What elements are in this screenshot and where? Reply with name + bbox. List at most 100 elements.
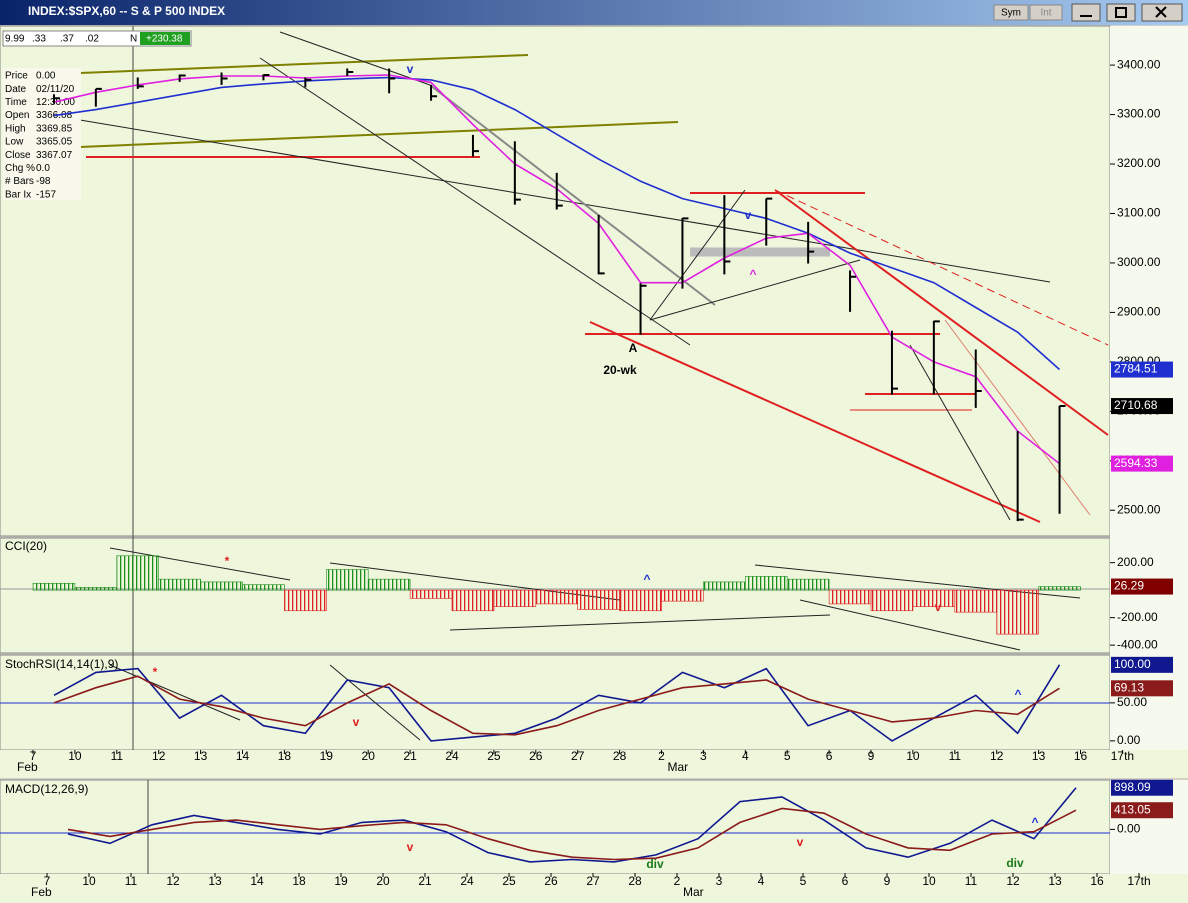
panel-title: StochRSI(14,14(1),9) xyxy=(5,657,118,671)
annotation: div xyxy=(646,857,664,871)
x-tick-label: 13 xyxy=(208,874,222,888)
info-label: Chg % xyxy=(5,163,35,174)
ohlc-bar xyxy=(262,73,270,81)
x-tick-label: 4 xyxy=(758,874,765,888)
value-tag xyxy=(1111,455,1173,472)
x-tick-label: 16 xyxy=(1090,874,1104,888)
y-tick-label: 0.00 xyxy=(1117,822,1141,836)
annotation: A xyxy=(629,341,638,355)
info-value: 0.00 xyxy=(36,71,56,82)
x-tick-label: 25 xyxy=(487,749,501,763)
maximize-button[interactable] xyxy=(1106,3,1136,22)
x-tick-label: 10 xyxy=(68,749,82,763)
annotation: 20-wk xyxy=(603,363,637,377)
value-tag xyxy=(1111,361,1173,378)
x-tick-label: 16 xyxy=(1074,749,1088,763)
x-tick-label: 7 xyxy=(30,749,37,763)
quote-value: +230.38 xyxy=(146,34,183,45)
quote-value: 9.99 xyxy=(5,34,25,45)
x-tick-label: 12 xyxy=(1006,874,1020,888)
series-line xyxy=(53,664,1061,742)
x-axis-area xyxy=(0,874,1188,903)
annotation: div xyxy=(1006,856,1024,870)
x-tick-label: 26 xyxy=(544,874,558,888)
value-tag-label: 2594.33 xyxy=(1114,456,1158,470)
bar xyxy=(409,589,453,599)
value-tag-label: 898.09 xyxy=(1114,780,1151,794)
value-tag-label: 26.29 xyxy=(1114,579,1144,593)
value-tag xyxy=(1111,680,1173,697)
y-tick-label: 3100.00 xyxy=(1117,206,1161,220)
value-tag-label: 69.13 xyxy=(1114,680,1144,694)
info-label: High xyxy=(5,123,26,134)
x-tick-label: 10 xyxy=(922,874,936,888)
month-label: Mar xyxy=(683,885,704,899)
x-tick-label: 14 xyxy=(236,749,250,763)
series-line xyxy=(67,807,1077,861)
bar xyxy=(744,576,788,591)
annotation: ^ xyxy=(643,572,650,586)
annotation: v xyxy=(745,208,752,222)
panel-title: MACD(12,26,9) xyxy=(5,782,88,796)
x-tick-label: 12 xyxy=(152,749,166,763)
info-value: 3367.07 xyxy=(36,150,73,161)
ohlc-bar xyxy=(513,141,521,205)
bar xyxy=(619,589,662,612)
x-tick-label: 12 xyxy=(990,749,1004,763)
ohlc-bar xyxy=(1058,405,1066,514)
bar xyxy=(74,587,118,591)
info-value: 3365.05 xyxy=(36,137,73,148)
info-value: -98 xyxy=(36,176,51,187)
y-tick-label: -200.00 xyxy=(1117,610,1158,624)
x-tick-label: 9 xyxy=(868,749,875,763)
quote-value: .33 xyxy=(32,34,46,45)
ohlc-bar xyxy=(136,77,144,89)
ohlc-bar xyxy=(388,68,396,94)
info-value: 3369.85 xyxy=(36,123,73,134)
series-line xyxy=(53,675,1060,736)
y-tick-label: 3400.00 xyxy=(1117,57,1161,71)
info-label: Bar Ix xyxy=(5,189,31,200)
annotation: v xyxy=(935,600,942,614)
x-tick-label: 7 xyxy=(44,874,51,888)
y-tick-label: 0.00 xyxy=(1117,733,1141,747)
x-tick-label: 26 xyxy=(529,749,543,763)
info-label: Close xyxy=(5,150,31,161)
x-tick-label: 5 xyxy=(784,749,791,763)
x-tick-label: 21 xyxy=(418,874,432,888)
x-tick-label: 24 xyxy=(460,874,474,888)
annotation: * xyxy=(153,665,158,679)
annotation: ^ xyxy=(1031,815,1038,829)
x-tick-label: 6 xyxy=(842,874,849,888)
sym-button[interactable] xyxy=(993,4,1029,21)
info-value: -157 xyxy=(36,189,56,200)
x-tick-label: 24 xyxy=(445,749,459,763)
x-tick-label: 27 xyxy=(571,749,585,763)
bar xyxy=(158,578,201,591)
bar xyxy=(828,589,872,605)
bar xyxy=(325,569,369,591)
x-tick-label: 20 xyxy=(376,874,390,888)
minimize-button[interactable] xyxy=(1071,3,1101,22)
int-button[interactable] xyxy=(1029,4,1063,21)
bar xyxy=(116,555,160,591)
x-tick-label: 19 xyxy=(320,749,334,763)
ohlc-bar xyxy=(178,74,186,82)
value-tag xyxy=(1111,578,1173,595)
ohlc-bar xyxy=(52,94,60,104)
ohlc-bar xyxy=(639,283,647,335)
sym-label[interactable]: Sym xyxy=(1001,8,1021,19)
annotation: ^ xyxy=(1014,687,1021,701)
month-label: Feb xyxy=(31,885,52,899)
int-label[interactable]: Int xyxy=(1040,8,1051,19)
series-line xyxy=(53,76,1061,371)
ohlc-bar xyxy=(471,134,479,157)
x-tick-label: 9 xyxy=(884,874,891,888)
info-label: Date xyxy=(5,84,27,95)
info-label: Price xyxy=(5,71,28,82)
ohlc-bar xyxy=(807,221,815,264)
y-tick-label: 200.00 xyxy=(1117,555,1154,569)
x-tick-label: 13 xyxy=(1048,874,1062,888)
annotation: v xyxy=(797,835,804,849)
